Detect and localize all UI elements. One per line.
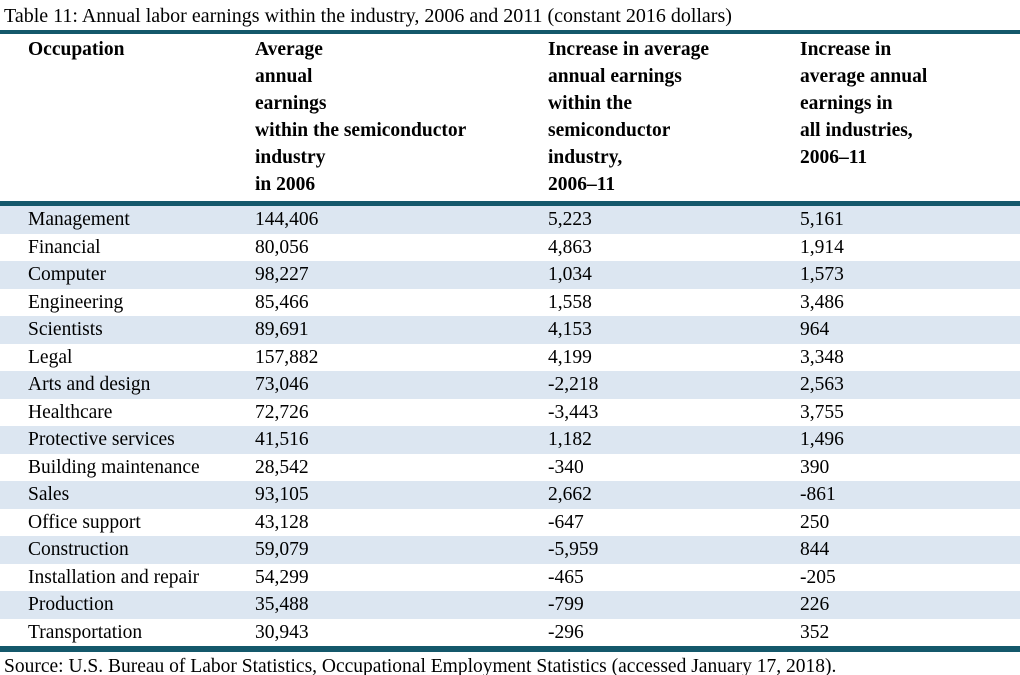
cell-increase-all-industries: 390 — [800, 456, 830, 478]
table-caption: Table 11: Annual labor earnings within t… — [4, 5, 732, 27]
cell-increase-all-industries: 3,486 — [800, 291, 844, 313]
cell-increase-all-industries: -205 — [800, 566, 836, 588]
table-row: Construction 59,079 -5,959 844 — [0, 536, 1020, 564]
source-note: Source: U.S. Bureau of Labor Statistics,… — [4, 656, 837, 675]
table-header: Occupation Average annual earnings withi… — [0, 30, 1020, 206]
cell-occupation: Protective services — [28, 429, 175, 450]
cell-occupation: Computer — [28, 264, 106, 285]
cell-increase-all-industries: 5,161 — [800, 209, 844, 230]
cell-increase-semiconductor: 4,863 — [548, 236, 592, 258]
cell-occupation: Scientists — [28, 319, 103, 340]
cell-earnings-2006: 89,691 — [255, 319, 309, 340]
cell-increase-semiconductor: 1,182 — [548, 429, 592, 450]
cell-earnings-2006: 144,406 — [255, 209, 319, 230]
cell-increase-semiconductor: -3,443 — [548, 401, 599, 423]
table-row: Financial 80,056 4,863 1,914 — [0, 234, 1020, 262]
column-header-increase-semiconductor: Increase in average annual earnings with… — [548, 30, 800, 206]
table-row: Computer 98,227 1,034 1,573 — [0, 261, 1020, 289]
cell-occupation: Arts and design — [28, 374, 151, 395]
table-row: Engineering 85,466 1,558 3,486 — [0, 289, 1020, 317]
cell-increase-all-industries: 844 — [800, 539, 830, 560]
cell-earnings-2006: 41,516 — [255, 429, 309, 450]
column-header-increase-all-industries: Increase in average annual earnings in a… — [800, 30, 1020, 206]
cell-occupation: Construction — [28, 539, 129, 560]
cell-increase-semiconductor: 1,034 — [548, 264, 592, 285]
table-row: Office support 43,128 -647 250 — [0, 509, 1020, 537]
cell-occupation: Financial — [28, 236, 101, 258]
cell-occupation: Healthcare — [28, 401, 113, 423]
cell-increase-all-industries: 250 — [800, 511, 830, 533]
cell-increase-semiconductor: -465 — [548, 566, 584, 588]
cell-occupation: Installation and repair — [28, 566, 200, 588]
cell-earnings-2006: 93,105 — [255, 484, 309, 505]
table-row: Healthcare 72,726 -3,443 3,755 — [0, 399, 1020, 427]
cell-occupation: Building maintenance — [28, 456, 200, 478]
cell-earnings-2006: 73,046 — [255, 374, 309, 395]
table-row: Transportation 30,943 -296 352 — [0, 618, 1020, 652]
cell-increase-all-industries: 1,573 — [800, 264, 844, 285]
cell-occupation: Management — [28, 209, 130, 230]
cell-increase-all-industries: 3,755 — [800, 401, 844, 423]
header-row: Occupation Average annual earnings withi… — [0, 30, 1020, 206]
cell-increase-semiconductor: -799 — [548, 594, 584, 615]
cell-occupation: Office support — [28, 511, 141, 533]
cell-earnings-2006: 80,056 — [255, 236, 309, 258]
cell-earnings-2006: 28,542 — [255, 456, 309, 478]
cell-earnings-2006: 98,227 — [255, 264, 309, 285]
table-row: Scientists 89,691 4,153 964 — [0, 316, 1020, 344]
cell-increase-semiconductor: 2,662 — [548, 484, 592, 505]
cell-increase-semiconductor: 5,223 — [548, 209, 592, 230]
cell-increase-semiconductor: -296 — [548, 618, 800, 652]
column-header-occupation: Occupation — [0, 30, 255, 206]
cell-increase-all-industries: 3,348 — [800, 346, 844, 368]
cell-earnings-2006: 72,726 — [255, 401, 309, 423]
table-row: Installation and repair 54,299 -465 -205 — [0, 564, 1020, 592]
cell-increase-semiconductor: -2,218 — [548, 374, 599, 395]
cell-earnings-2006: 43,128 — [255, 511, 309, 533]
cell-occupation: Legal — [28, 346, 73, 368]
cell-increase-all-industries: 2,563 — [800, 374, 844, 395]
cell-occupation: Engineering — [28, 291, 124, 313]
table-row: Arts and design 73,046 -2,218 2,563 — [0, 371, 1020, 399]
cell-earnings-2006: 85,466 — [255, 291, 309, 313]
cell-increase-all-industries: 352 — [800, 618, 1020, 652]
cell-increase-all-industries: 226 — [800, 594, 830, 615]
cell-increase-semiconductor: -340 — [548, 456, 584, 478]
cell-earnings-2006: 35,488 — [255, 594, 309, 615]
cell-increase-semiconductor: -5,959 — [548, 539, 599, 560]
earnings-table: Occupation Average annual earnings withi… — [0, 30, 1020, 652]
cell-earnings-2006: 59,079 — [255, 539, 309, 560]
table-row: Legal 157,882 4,199 3,348 — [0, 344, 1020, 372]
cell-occupation: Production — [28, 594, 114, 615]
cell-increase-all-industries: -861 — [800, 484, 836, 505]
table-body: Management 144,406 5,223 5,161 Financial 80,0… — [0, 203, 1020, 652]
cell-earnings-2006: 157,882 — [255, 346, 319, 368]
table-row: Management 144,406 5,223 5,161 — [0, 203, 1020, 234]
cell-increase-semiconductor: 1,558 — [548, 291, 592, 313]
table-row: Production 35,488 -799 226 — [0, 591, 1020, 619]
cell-increase-all-industries: 1,914 — [800, 236, 844, 258]
table-row: Sales 93,105 2,662 -861 — [0, 481, 1020, 509]
column-header-earnings-2006: Average annual earnings within the semic… — [255, 30, 548, 206]
cell-increase-semiconductor: -647 — [548, 511, 584, 533]
cell-increase-all-industries: 1,496 — [800, 429, 844, 450]
cell-earnings-2006: 54,299 — [255, 566, 309, 588]
cell-increase-semiconductor: 4,153 — [548, 319, 592, 340]
cell-increase-all-industries: 964 — [800, 319, 830, 340]
table-row: Protective services 41,516 1,182 1,496 — [0, 426, 1020, 454]
cell-occupation: Transportation — [0, 618, 255, 652]
table-row: Building maintenance 28,542 -340 390 — [0, 454, 1020, 482]
cell-occupation: Sales — [28, 484, 70, 505]
cell-earnings-2006: 30,943 — [255, 618, 548, 652]
cell-increase-semiconductor: 4,199 — [548, 346, 592, 368]
